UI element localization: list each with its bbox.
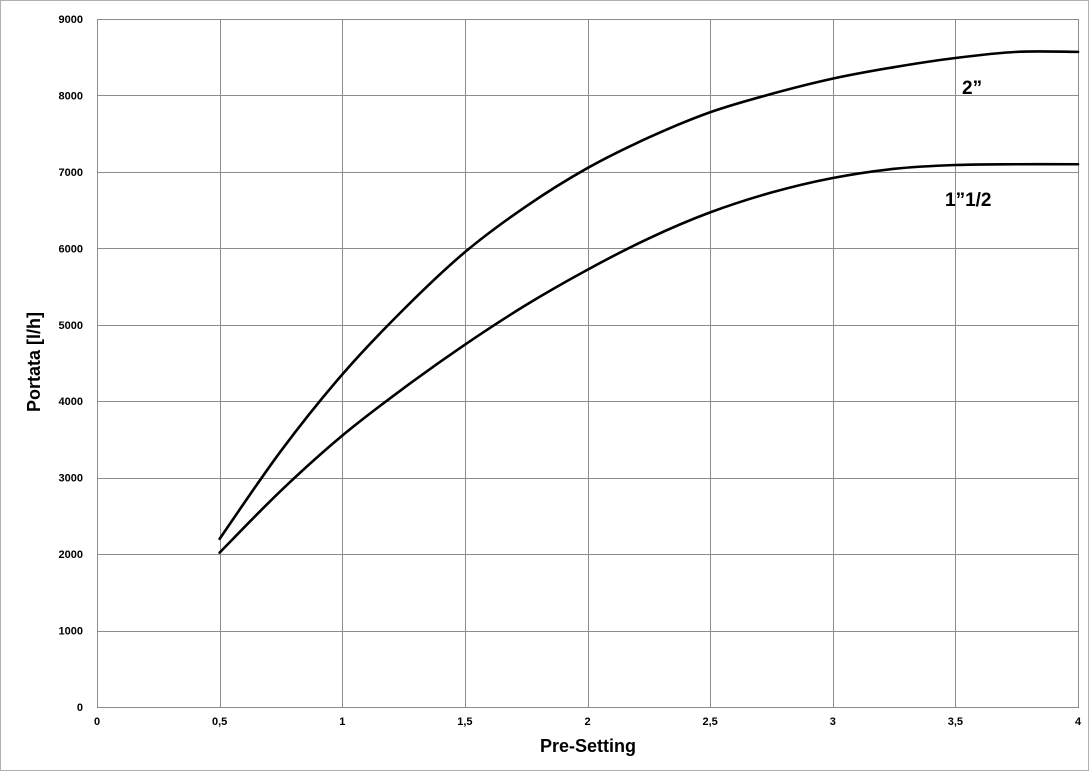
- y-tick-label: 6000: [59, 243, 83, 255]
- series-line-2: [218, 162, 1080, 554]
- series-labels: 2” 1”1/2: [945, 78, 991, 211]
- y-tick-label: 3000: [59, 473, 83, 485]
- y-tick-label: 4000: [59, 396, 83, 408]
- x-tick-label: 4: [1075, 716, 1082, 728]
- x-tick-label: 2: [584, 716, 590, 728]
- grid: [97, 19, 1079, 708]
- y-tick-label: 7000: [59, 167, 83, 179]
- y-axis-title: Portata [l/h]: [24, 312, 44, 412]
- y-tick-label: 2000: [59, 549, 83, 561]
- x-axis-title: Pre-Setting: [540, 736, 636, 756]
- series-layer: [218, 50, 1080, 554]
- tick-labels: 0 0,5 1 1,5 2 2,5 3 3,5 4 0 1000 2000 3000 4000 5000 60…: [59, 14, 1082, 728]
- plot-frame: [97, 19, 1079, 708]
- y-tick-label: 9000: [59, 14, 83, 26]
- y-tick-label: 8000: [59, 90, 83, 102]
- plot-area-frame: [97, 19, 1079, 708]
- x-tick-label: 2,5: [702, 716, 717, 728]
- x-tick-label: 0: [94, 716, 100, 728]
- y-tick-label: 5000: [59, 320, 83, 332]
- series-label-2: 1”1/2: [945, 190, 991, 211]
- y-tick-label: 0: [77, 702, 83, 714]
- series-label-1: 2”: [962, 78, 982, 99]
- x-tick-label: 0,5: [212, 716, 227, 728]
- y-tick-label: 1000: [59, 626, 83, 638]
- x-tick-label: 3: [830, 716, 836, 728]
- x-tick-label: 1,5: [457, 716, 472, 728]
- series-line-1: [218, 50, 1080, 541]
- x-tick-label: 3,5: [948, 716, 963, 728]
- x-tick-label: 1: [339, 716, 345, 728]
